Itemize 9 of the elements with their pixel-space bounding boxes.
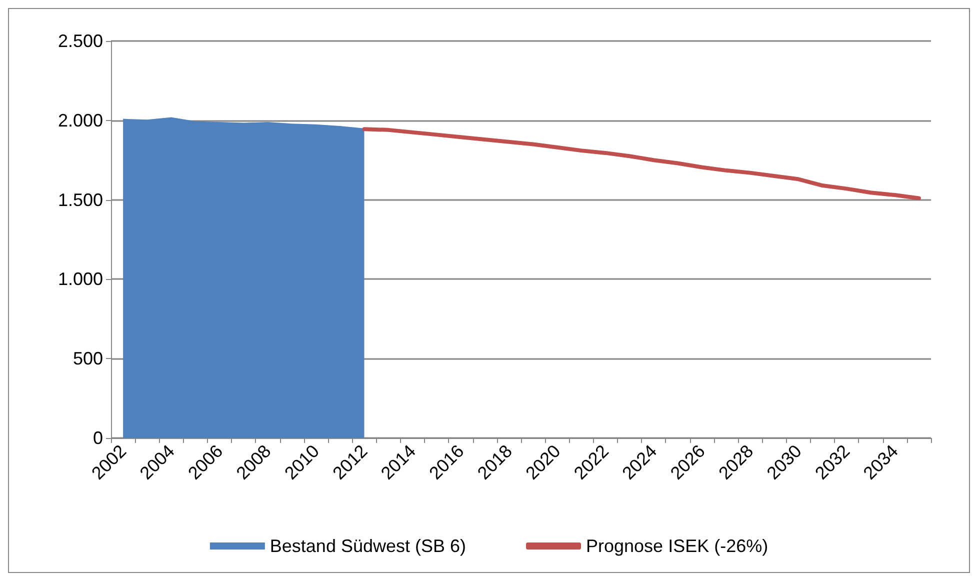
y-tick-label: 2.500 xyxy=(58,31,103,51)
legend-label: Bestand Südwest (SB 6) xyxy=(270,536,466,556)
y-tick-label: 1.000 xyxy=(58,269,103,290)
line-series xyxy=(362,127,921,200)
y-tick-label: 0 xyxy=(92,428,103,448)
y-tick-label: 1.500 xyxy=(58,190,103,210)
y-tick-label: 2.000 xyxy=(58,110,103,130)
y-tick-label: 500 xyxy=(72,348,103,369)
legend-label: Prognose ISEK (-26%) xyxy=(586,536,768,556)
